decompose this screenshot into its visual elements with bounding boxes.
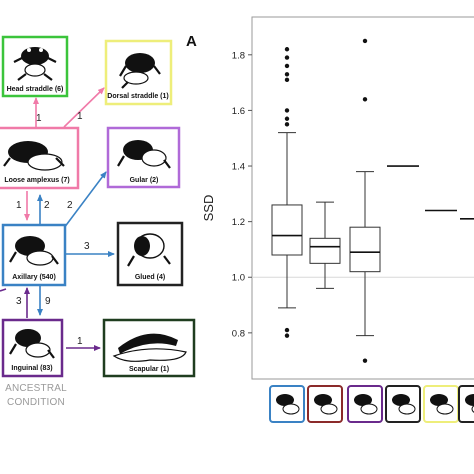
node-label: Inguinal (83)	[11, 365, 52, 372]
box	[271, 204, 303, 256]
node-label: Glued (4)	[135, 274, 165, 281]
node-label: Dorsal straddle (1)	[107, 93, 168, 100]
frog-scapular-icon	[112, 333, 187, 362]
node-gular: Gular (2)	[106, 126, 181, 189]
group-1	[271, 47, 303, 338]
frog-gular-icon	[117, 140, 171, 169]
outlier-point	[362, 38, 368, 44]
frog-body	[392, 394, 410, 406]
y-tick-label: 1.0	[232, 273, 245, 284]
frog-body	[314, 394, 332, 406]
ancestral-label-line2: CONDITION	[7, 397, 65, 408]
y-tick-label: 1.4	[232, 162, 245, 173]
outlier-point	[284, 77, 290, 83]
group-3	[349, 38, 381, 363]
node-label: Axillary (540)	[12, 274, 56, 281]
edges	[0, 87, 115, 351]
edge-label: 3	[16, 296, 22, 307]
node-label: Gular (2)	[130, 177, 159, 184]
box	[309, 237, 341, 264]
edge-label: 2	[67, 200, 73, 211]
ssd-boxplot: SSD 0.8 1.0 1.2 1.4 1.6 1.8	[201, 16, 474, 423]
y-ticks: 0.8 1.0 1.2 1.4 1.6 1.8	[232, 50, 252, 339]
plot-frame	[251, 16, 474, 380]
box	[349, 226, 381, 273]
group-2	[309, 201, 341, 289]
outlier-point	[284, 327, 290, 333]
x-icons	[269, 385, 474, 423]
frog-body	[276, 394, 294, 406]
frog-gular-icon	[458, 385, 474, 423]
y-tick-label: 1.2	[232, 217, 245, 228]
frog-dorsal-straddle-icon	[423, 385, 459, 423]
panel-letter: A	[186, 33, 197, 50]
frog-partner	[398, 403, 416, 415]
ancestral-arrow	[0, 288, 7, 292]
outlier-point	[362, 97, 368, 102]
transition-diagram: 1 1 1 2 2 3 3 9 1 Head straddle (6)	[0, 35, 196, 408]
node-head-straddle: Head straddle (6)	[1, 35, 69, 98]
edge-labels: 1 1 1 2 2 3 3 9 1	[16, 111, 90, 347]
y-tick-label: 0.8	[232, 328, 245, 339]
node-label: Loose amplexus (7)	[4, 177, 69, 184]
edge-label: 1	[77, 111, 83, 122]
edge-axillary-gular	[63, 171, 107, 229]
edge-label: 2	[44, 200, 50, 211]
node-label: Head straddle (6)	[7, 86, 64, 93]
node-dorsal-straddle: Dorsal straddle (1)	[104, 39, 173, 106]
edge-label: 1	[36, 113, 42, 124]
edge-label: 9	[45, 296, 51, 307]
frog-body	[430, 394, 448, 406]
outlier-point	[284, 108, 290, 113]
frog-glued-icon	[127, 233, 171, 267]
frog-inguinal-icon	[307, 385, 343, 423]
frog-inguinal-icon	[9, 329, 55, 359]
frog-partner	[360, 403, 378, 415]
frog-loose-amplexus-icon	[347, 385, 383, 423]
frog-body	[465, 394, 474, 406]
y-tick-label: 1.8	[232, 50, 245, 61]
frog-body	[354, 394, 372, 406]
outlier-point	[284, 47, 290, 52]
frog-partner	[282, 403, 300, 415]
y-tick-label: 1.6	[232, 106, 245, 117]
node-label: Scapular (1)	[129, 366, 169, 373]
edge-label: 1	[16, 200, 22, 211]
frog-partner	[436, 403, 454, 415]
frog-axillary-icon	[9, 236, 59, 266]
edge-label: 1	[77, 336, 83, 347]
frog-axillary-icon	[269, 385, 305, 423]
outlier-point	[284, 122, 290, 127]
outlier-point	[284, 55, 290, 60]
frog-partner	[320, 403, 338, 415]
outlier-point	[284, 63, 290, 69]
outlier-point	[284, 116, 290, 121]
outlier-point	[284, 333, 290, 338]
frog-loose-amplexus-icon	[3, 141, 65, 171]
outlier-point	[362, 358, 368, 363]
frog-dorsal-straddle-icon	[119, 53, 161, 89]
node-axillary: Axillary (540)	[1, 223, 67, 287]
node-scapular: Scapular (1)	[102, 318, 196, 378]
y-axis-label: SSD	[201, 195, 216, 222]
edge-loose-dorsal	[63, 87, 105, 128]
edge-label: 3	[84, 241, 90, 252]
frog-glued-icon	[385, 385, 421, 423]
outlier-point	[284, 72, 290, 77]
node-loose-amplexus: Loose amplexus (7)	[0, 126, 80, 190]
ancestral-label-line1: ANCESTRAL	[5, 383, 67, 394]
groups	[271, 38, 474, 363]
frog-head-straddle-icon	[13, 47, 57, 81]
node-inguinal: Inguinal (83)	[1, 318, 64, 378]
node-glued: Glued (4)	[116, 221, 184, 287]
